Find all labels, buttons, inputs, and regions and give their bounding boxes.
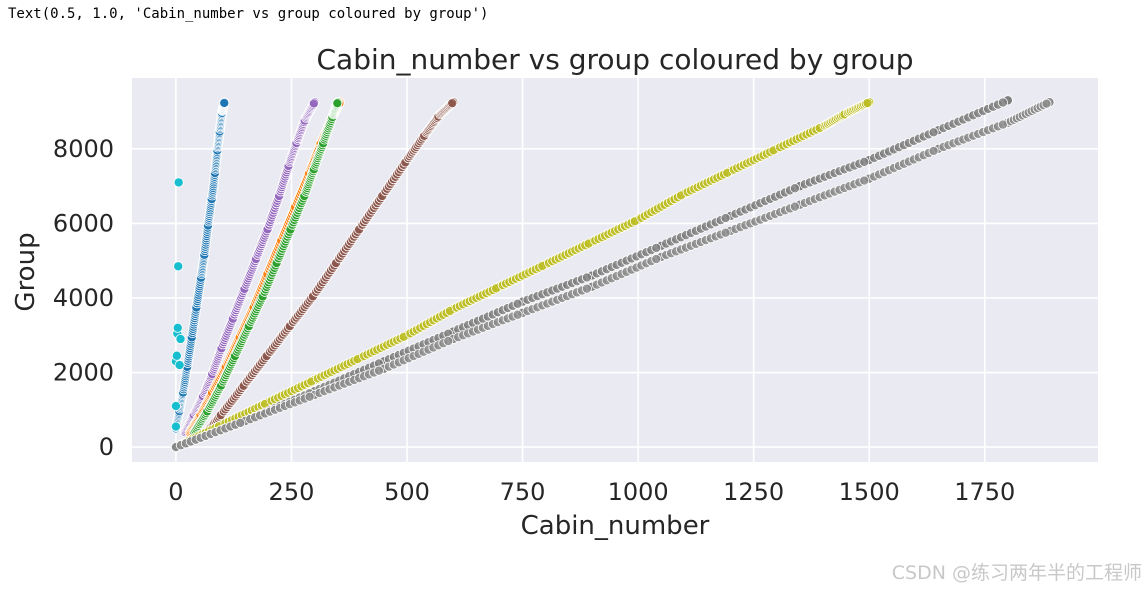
data-point <box>789 183 800 194</box>
scatter-series <box>170 97 1055 453</box>
data-points <box>170 95 1055 453</box>
x-tick-label: 1500 <box>839 478 900 506</box>
y-tick-label: 6000 <box>53 209 114 237</box>
data-point <box>304 391 315 402</box>
data-point <box>581 272 592 283</box>
scatter-series <box>170 97 875 453</box>
data-point <box>928 127 939 138</box>
y-tick-labels: 0 2000 4000 6000 8000 <box>53 135 114 461</box>
data-point <box>720 213 731 224</box>
data-point <box>720 227 731 238</box>
x-tick-label: 1750 <box>954 478 1015 506</box>
y-tick-label: 8000 <box>53 135 114 163</box>
x-tick-label: 1250 <box>723 478 784 506</box>
data-point <box>447 98 458 109</box>
data-point <box>651 254 662 265</box>
data-point <box>581 283 592 294</box>
y-tick-label: 0 <box>99 433 114 461</box>
y-tick-label: 4000 <box>53 284 114 312</box>
data-point <box>173 261 184 272</box>
data-point <box>928 145 939 156</box>
data-point <box>332 98 343 109</box>
cell-output-text: Text(0.5, 1.0, 'Cabin_number vs group co… <box>8 6 489 22</box>
x-tick-label: 250 <box>269 478 315 506</box>
data-point <box>859 156 870 167</box>
data-point <box>308 98 319 109</box>
data-point <box>170 401 181 412</box>
data-point <box>1041 98 1052 109</box>
data-point <box>789 201 800 212</box>
data-point <box>512 298 523 309</box>
scatter-series <box>198 97 459 441</box>
watermark: CSDN @练习两年半的工程师 <box>891 562 1142 584</box>
scatter-series <box>189 97 343 438</box>
grid-lines <box>132 78 1098 462</box>
chart-title: Cabin_number vs group coloured by group <box>316 43 913 76</box>
x-tick-label: 0 <box>168 478 183 506</box>
x-tick-label: 750 <box>500 478 546 506</box>
data-point <box>219 97 230 108</box>
scatter-series <box>170 177 186 432</box>
x-tick-label: 500 <box>384 478 430 506</box>
data-point <box>512 309 523 320</box>
data-point <box>443 336 454 347</box>
y-tick-label: 2000 <box>53 359 114 387</box>
x-tick-label: 1000 <box>608 478 669 506</box>
y-axis-label: Group <box>11 232 41 311</box>
data-point <box>862 98 873 109</box>
data-point <box>174 360 185 371</box>
data-point <box>171 350 182 361</box>
x-tick-labels: 0 250 500 750 1000 1250 1500 1750 <box>168 478 1015 506</box>
data-point <box>373 365 384 376</box>
data-point <box>172 322 183 333</box>
data-point <box>173 177 184 188</box>
data-point <box>235 417 246 428</box>
data-point <box>997 97 1008 108</box>
data-point <box>170 421 181 432</box>
data-point <box>175 333 186 344</box>
x-axis-label: Cabin_number <box>521 511 710 541</box>
scatter-series <box>170 97 230 434</box>
data-point <box>651 242 662 253</box>
data-point <box>859 175 870 186</box>
